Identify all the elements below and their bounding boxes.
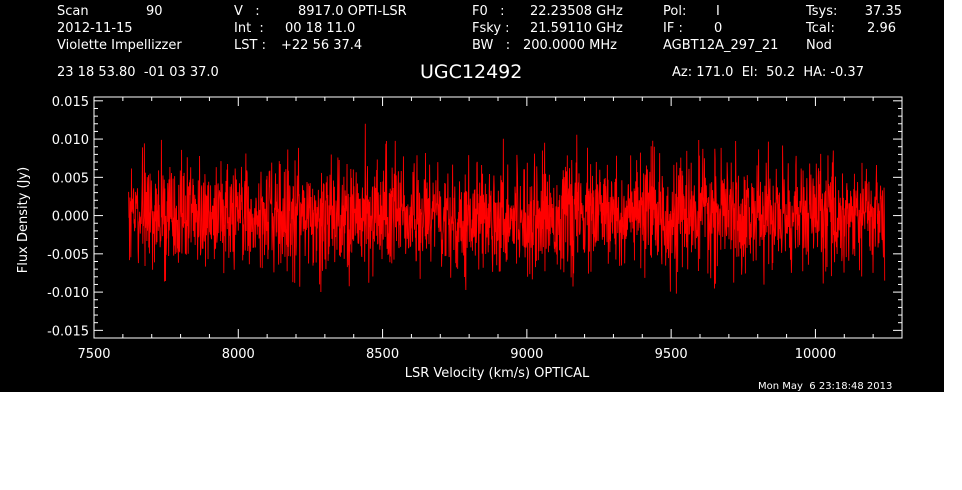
spectrum-series [128, 123, 886, 294]
polarization-label: Pol: [663, 4, 687, 19]
y-tick-label: 0.010 [52, 133, 89, 148]
bandwidth-label: BW : [472, 38, 511, 53]
plot-window: Scan 90 2012-11-15 Violette Impellizzer … [0, 0, 944, 392]
x-axis-label: LSR Velocity (km/s) OPTICAL [405, 366, 590, 381]
if-value: 0 [714, 21, 723, 36]
sky-frequency-value: 21.59110 GHz [530, 21, 623, 36]
x-tick-label: 9000 [510, 347, 543, 362]
scan-label: Scan [57, 4, 89, 19]
x-tick-label: 7500 [77, 347, 110, 362]
az-el-ha: Az: 171.0 El: 50.2 HA: -0.37 [672, 65, 864, 80]
project-id: AGBT12A_297_21 [663, 38, 779, 53]
plot-timestamp: Mon May 6 23:18:48 2013 [758, 381, 893, 392]
source-coordinates: 23 18 53.80 -01 03 37.0 [57, 65, 219, 80]
y-tick-label: -0.015 [47, 324, 89, 339]
if-label: IF : [663, 21, 683, 36]
y-tick-label: 0.015 [52, 95, 89, 110]
y-tick-label: 0.005 [52, 171, 89, 186]
velocity-label: V : [234, 4, 260, 19]
observer-name: Violette Impellizzer [57, 38, 182, 53]
sky-frequency-label: Fsky : [472, 21, 510, 36]
bandwidth-value: 200.0000 MHz [523, 38, 617, 53]
lst-label: LST : [234, 38, 266, 53]
observation-date: 2012-11-15 [57, 21, 133, 36]
x-tick-label: 8000 [222, 347, 255, 362]
tcal-value: 2.96 [867, 21, 896, 36]
y-tick-label: 0.000 [52, 210, 89, 225]
y-tick-label: -0.005 [47, 248, 89, 263]
polarization-value: I [716, 4, 720, 19]
x-tick-label: 9500 [655, 347, 688, 362]
tsys-value: 37.35 [864, 4, 902, 19]
y-axis-label: Flux Density (Jy) [16, 167, 31, 273]
velocity-value: 8917.0 OPTI-LSR [298, 4, 407, 19]
source-name: UGC12492 [420, 61, 523, 83]
spectrum-line [128, 123, 886, 294]
x-tick-label: 10000 [795, 347, 836, 362]
tcal-label: Tcal: [806, 21, 835, 36]
rest-frequency-value: 22.23508 GHz [530, 4, 623, 19]
spectrum-chart: 7500 8000 8500 9000 9500 10000 0.015 0.010 0.005… [16, 95, 903, 381]
integration-label: Int : [234, 21, 264, 36]
chart-axes: 7500 8000 8500 9000 9500 10000 0.015 0.010 0.005… [47, 95, 903, 362]
observing-mode: Nod [806, 38, 832, 53]
x-tick-label: 8500 [366, 347, 399, 362]
y-tick-label: -0.010 [47, 286, 89, 301]
lst-value: +22 56 37.4 [281, 38, 363, 53]
scan-value: 90 [146, 4, 163, 19]
tsys-label: Tsys: [806, 4, 838, 19]
integration-value: 00 18 11.0 [285, 21, 356, 36]
rest-frequency-label: F0 : [472, 4, 505, 19]
